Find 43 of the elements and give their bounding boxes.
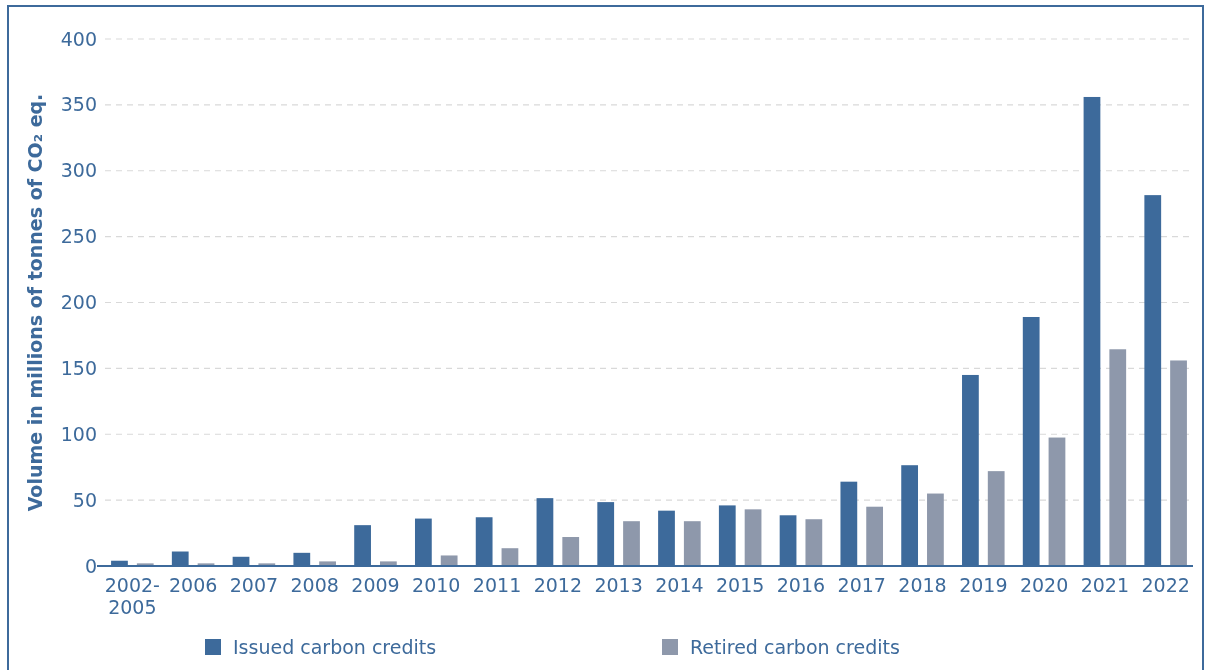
x-tick-label: 2016 [776, 574, 826, 596]
x-tick-label: 2021 [1080, 574, 1130, 596]
legend-label: Issued carbon credits [233, 636, 437, 658]
bar [623, 521, 640, 566]
x-tick-label: 2018 [898, 574, 947, 596]
bar [987, 471, 1005, 566]
bar [501, 548, 519, 566]
x-tick-label: 2006 [168, 574, 218, 596]
x-tick-label: 2015 [715, 574, 765, 596]
x-tick-label: 2017 [837, 574, 886, 596]
x-tick-label: 2007 [229, 574, 279, 596]
x-tick-label: 2019 [959, 574, 1008, 596]
bar [562, 537, 580, 566]
x-tick-label: 2010 [412, 574, 461, 596]
x-tick-label: 2020 [1019, 574, 1069, 596]
x-tick-label: 2008 [290, 574, 339, 596]
bar [683, 521, 701, 566]
bar [927, 493, 944, 566]
legend-label: Retired carbon credits [690, 636, 900, 658]
bar [805, 519, 823, 566]
y-tick-label: 150 [60, 356, 97, 379]
y-tick-label: 100 [60, 422, 97, 445]
bar [1170, 360, 1187, 566]
y-tick-label: 50 [72, 488, 97, 511]
y-tick-label: 200 [60, 291, 97, 314]
y-tick-label: 350 [60, 93, 97, 116]
y-axis-title: Volume in millions of tonnes of CO₂ eq. [24, 93, 46, 512]
y-tick-label: 250 [60, 225, 97, 248]
bar [866, 506, 884, 566]
y-tick-label: 300 [60, 159, 97, 182]
y-tick-label: 400 [60, 27, 97, 50]
bar [1048, 437, 1066, 566]
x-tick-label: 2011 [472, 574, 522, 596]
bar [1109, 349, 1127, 566]
x-tick-label: 2014 [655, 574, 704, 596]
x-tick-label: 2009 [351, 574, 400, 596]
bar [744, 509, 762, 566]
x-tick-label: 2013 [594, 574, 643, 596]
x-tick-label: 2002-2005 [104, 574, 160, 618]
x-tick-label: 2022 [1141, 574, 1190, 596]
x-tick-label: 2012 [533, 574, 583, 596]
bar [440, 555, 458, 566]
y-tick-label: 0 [84, 554, 97, 577]
